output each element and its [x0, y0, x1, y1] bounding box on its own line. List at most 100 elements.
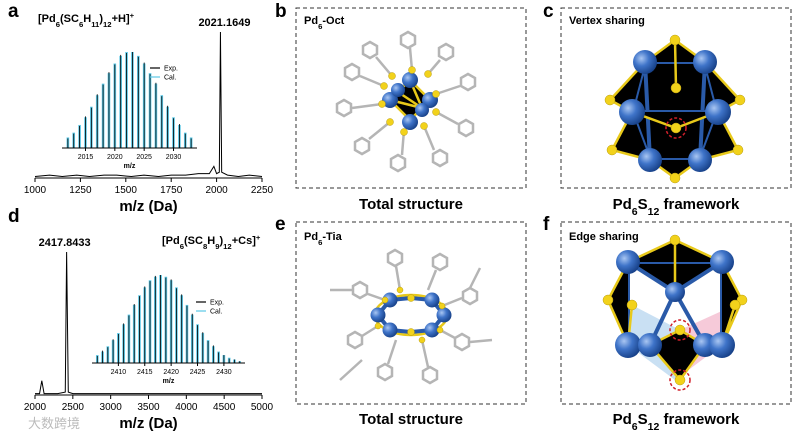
legend-label: Exp.	[210, 300, 224, 307]
framework-vertex	[604, 34, 746, 184]
pd-atom	[638, 148, 662, 172]
structure-name: Pd6-Oct	[304, 15, 345, 31]
panel-label: f	[543, 214, 550, 235]
text-part: 6	[79, 20, 83, 29]
structure-caption: Total structure	[359, 196, 463, 213]
pd-atom	[709, 332, 735, 358]
text-part: framework	[659, 196, 740, 213]
pd-atom	[705, 99, 731, 125]
s-atom	[388, 72, 396, 80]
structure-name: Vertex sharing	[569, 15, 645, 27]
pd-atom	[616, 250, 640, 274]
s-atom	[407, 328, 415, 336]
molecule-oct	[335, 30, 477, 173]
text-part: +	[130, 11, 135, 20]
pd-atom	[382, 92, 398, 108]
text-part: +	[256, 233, 261, 242]
pd-atom	[424, 292, 440, 308]
panel-label: a	[8, 1, 19, 22]
ligand-ring	[461, 286, 479, 306]
text-part: Pd	[304, 15, 318, 27]
ligand-ring	[343, 62, 361, 82]
x-tick-label: 4000	[175, 402, 198, 413]
pd-atom	[382, 322, 398, 338]
text-part: Pd	[613, 196, 632, 213]
s-atom	[732, 144, 744, 156]
s-atom	[734, 94, 746, 106]
x-tick-label: 3500	[137, 402, 160, 413]
pd-atom	[633, 50, 657, 74]
text-part: S	[638, 196, 648, 213]
framework-edge	[602, 234, 748, 391]
s-atom	[669, 172, 681, 184]
ligand-ring	[431, 148, 449, 168]
molecule-tia	[330, 248, 493, 385]
s-atom	[626, 299, 638, 311]
text-part: S	[638, 411, 648, 428]
legend-label: Cal.	[164, 75, 177, 82]
x-tick-label: 2500	[62, 402, 85, 413]
spectrum-line	[34, 31, 263, 178]
s-atom	[380, 82, 388, 90]
x-tick-label: 1750	[160, 185, 183, 196]
ligand-ring	[389, 153, 407, 173]
s-atom	[604, 94, 616, 106]
s-atom	[374, 322, 382, 330]
s-atom	[602, 294, 614, 306]
s-atom	[436, 326, 444, 334]
text-part: H	[83, 13, 91, 25]
text-part: +H]	[112, 13, 130, 25]
x-tick-label: 1000	[24, 185, 47, 196]
inset-x-tick-label: 2425	[190, 369, 206, 376]
chart-title: [Pd6(SC8H9)12+Cs]+	[162, 233, 261, 251]
text-part: 6	[632, 421, 638, 433]
x-tick-label: 2000	[24, 402, 47, 413]
ligand-ring	[437, 42, 455, 62]
text-part: -Oct	[322, 15, 344, 27]
text-part: -Tia	[322, 231, 342, 243]
x-tick-label: 2000	[205, 185, 228, 196]
ligand-ring	[335, 98, 353, 118]
s-atom	[420, 122, 428, 130]
inset-x-tick-label: 2025	[136, 154, 152, 161]
ligand-ring	[453, 332, 471, 352]
legend-label: Exp.	[164, 66, 178, 73]
text-part: Pd	[613, 411, 632, 428]
ligand-ring	[361, 40, 379, 60]
pd-atom	[382, 292, 398, 308]
ligand-ring	[376, 362, 394, 382]
pd-atom	[710, 250, 734, 274]
text-part: 12	[223, 242, 232, 251]
s-atom	[669, 34, 681, 46]
inset-x-tick-label: 2420	[163, 369, 179, 376]
ligand-ring	[386, 248, 404, 268]
text-part: Pd	[304, 231, 318, 243]
s-atom	[396, 286, 404, 294]
s-atom	[606, 144, 618, 156]
s-atom	[408, 66, 416, 74]
ligand-ring	[457, 118, 475, 138]
panel-label: e	[275, 214, 286, 235]
inset-x-tick-label: 2410	[111, 369, 127, 376]
pd-atom	[370, 307, 386, 323]
panel-label: b	[275, 1, 287, 22]
s-atom	[381, 296, 389, 304]
panel-frame	[295, 221, 527, 405]
x-axis-label: m/z (Da)	[119, 198, 177, 215]
text-part: 11	[91, 20, 100, 29]
spectrum-line	[35, 251, 262, 395]
peak-label: 2021.1649	[198, 17, 250, 29]
structure-caption: Total structure	[359, 411, 463, 428]
inset-x-tick-label: 2015	[78, 154, 94, 161]
x-tick-label: 5000	[251, 402, 274, 413]
pd-atom	[665, 282, 685, 302]
text-part: H	[207, 235, 215, 247]
structure-caption: Pd6S12 framework	[613, 196, 740, 218]
ligand-chain	[351, 47, 461, 156]
text-part: 6	[318, 22, 322, 31]
chart-title: [Pd6(SC6H11)12+H]+	[38, 11, 135, 29]
s-atom	[424, 70, 432, 78]
pd-atom	[693, 50, 717, 74]
pd-atom	[402, 72, 418, 88]
